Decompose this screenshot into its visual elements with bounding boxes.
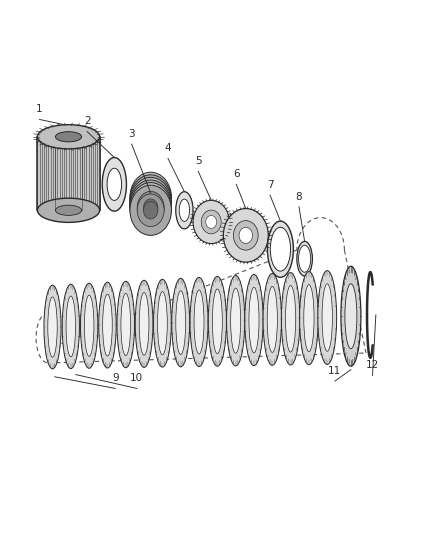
Text: 12: 12 bbox=[366, 360, 379, 370]
Ellipse shape bbox=[137, 181, 164, 214]
Ellipse shape bbox=[300, 272, 318, 365]
Ellipse shape bbox=[135, 280, 153, 367]
Ellipse shape bbox=[107, 168, 122, 200]
Ellipse shape bbox=[37, 198, 100, 222]
Text: 7: 7 bbox=[267, 180, 273, 190]
Polygon shape bbox=[37, 137, 100, 211]
Text: 11: 11 bbox=[328, 366, 342, 376]
Ellipse shape bbox=[130, 175, 171, 225]
Text: 6: 6 bbox=[233, 169, 240, 179]
Ellipse shape bbox=[263, 273, 282, 365]
Ellipse shape bbox=[268, 221, 293, 277]
Ellipse shape bbox=[176, 192, 193, 229]
Text: 8: 8 bbox=[296, 192, 302, 201]
Ellipse shape bbox=[85, 295, 94, 357]
Ellipse shape bbox=[117, 281, 134, 368]
Ellipse shape bbox=[206, 215, 217, 229]
Text: 5: 5 bbox=[195, 156, 201, 166]
Ellipse shape bbox=[297, 241, 312, 276]
Ellipse shape bbox=[299, 245, 311, 272]
Text: 9: 9 bbox=[112, 373, 119, 383]
Ellipse shape bbox=[66, 296, 76, 357]
Ellipse shape bbox=[143, 196, 158, 214]
Ellipse shape bbox=[223, 208, 268, 262]
Ellipse shape bbox=[208, 277, 226, 366]
Ellipse shape bbox=[233, 221, 258, 250]
Ellipse shape bbox=[121, 293, 131, 356]
Ellipse shape bbox=[226, 276, 245, 366]
Ellipse shape bbox=[143, 193, 158, 211]
Ellipse shape bbox=[245, 274, 263, 366]
Ellipse shape bbox=[102, 294, 112, 356]
Ellipse shape bbox=[81, 283, 98, 368]
Ellipse shape bbox=[201, 210, 221, 234]
Ellipse shape bbox=[231, 288, 240, 353]
Ellipse shape bbox=[193, 200, 230, 244]
Ellipse shape bbox=[99, 282, 116, 368]
Ellipse shape bbox=[267, 286, 277, 352]
Ellipse shape bbox=[304, 285, 314, 352]
Ellipse shape bbox=[130, 185, 171, 236]
Ellipse shape bbox=[137, 194, 164, 227]
Text: 3: 3 bbox=[128, 129, 135, 139]
Ellipse shape bbox=[137, 189, 164, 221]
Ellipse shape bbox=[143, 191, 158, 209]
Text: 2: 2 bbox=[84, 116, 90, 126]
Ellipse shape bbox=[345, 284, 357, 349]
Ellipse shape bbox=[190, 277, 208, 367]
Ellipse shape bbox=[44, 285, 61, 369]
Ellipse shape bbox=[322, 284, 332, 351]
Ellipse shape bbox=[130, 172, 171, 222]
Text: 4: 4 bbox=[165, 143, 171, 153]
Ellipse shape bbox=[212, 289, 223, 353]
Ellipse shape bbox=[194, 290, 204, 354]
Ellipse shape bbox=[137, 186, 164, 219]
Ellipse shape bbox=[270, 227, 290, 271]
Ellipse shape bbox=[137, 183, 164, 216]
Ellipse shape bbox=[130, 180, 171, 230]
Ellipse shape bbox=[139, 293, 149, 355]
Ellipse shape bbox=[318, 271, 337, 365]
Ellipse shape bbox=[281, 272, 300, 365]
Ellipse shape bbox=[341, 266, 361, 366]
Ellipse shape bbox=[143, 189, 158, 206]
Ellipse shape bbox=[37, 125, 100, 149]
Ellipse shape bbox=[179, 199, 190, 221]
Ellipse shape bbox=[56, 132, 81, 142]
Text: 1: 1 bbox=[36, 104, 43, 114]
Ellipse shape bbox=[172, 278, 190, 367]
Ellipse shape bbox=[130, 177, 171, 228]
Ellipse shape bbox=[130, 183, 171, 233]
Ellipse shape bbox=[102, 158, 127, 211]
Ellipse shape bbox=[176, 291, 186, 354]
Ellipse shape bbox=[48, 297, 57, 357]
Ellipse shape bbox=[143, 201, 158, 219]
Ellipse shape bbox=[158, 292, 167, 355]
Text: 10: 10 bbox=[130, 373, 143, 383]
Ellipse shape bbox=[249, 287, 259, 353]
Ellipse shape bbox=[143, 199, 158, 216]
Ellipse shape bbox=[153, 279, 171, 367]
Ellipse shape bbox=[56, 205, 81, 215]
Ellipse shape bbox=[286, 286, 296, 352]
Ellipse shape bbox=[62, 284, 79, 369]
Ellipse shape bbox=[239, 227, 253, 244]
Ellipse shape bbox=[137, 191, 164, 224]
